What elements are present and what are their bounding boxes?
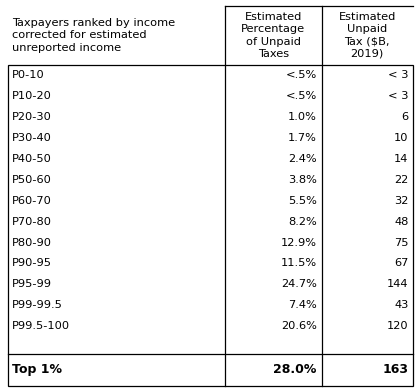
Text: Top 1%: Top 1% bbox=[12, 363, 62, 376]
Text: 28.0%: 28.0% bbox=[273, 363, 317, 376]
Text: Estimated
Percentage
of Unpaid
Taxes: Estimated Percentage of Unpaid Taxes bbox=[241, 12, 305, 59]
Text: < 3: < 3 bbox=[388, 91, 409, 101]
Text: 10: 10 bbox=[394, 133, 409, 143]
Text: 14: 14 bbox=[394, 154, 409, 164]
Text: P10-20: P10-20 bbox=[12, 91, 52, 101]
Text: P60-70: P60-70 bbox=[12, 196, 52, 206]
Text: 144: 144 bbox=[387, 279, 409, 289]
Text: 163: 163 bbox=[383, 363, 409, 376]
Text: 20.6%: 20.6% bbox=[281, 321, 317, 331]
Text: P50-60: P50-60 bbox=[12, 175, 52, 185]
Text: 12.9%: 12.9% bbox=[281, 238, 317, 248]
Text: 5.5%: 5.5% bbox=[288, 196, 317, 206]
Text: <.5%: <.5% bbox=[285, 70, 317, 80]
Text: 67: 67 bbox=[394, 258, 409, 269]
Text: 8.2%: 8.2% bbox=[288, 217, 317, 227]
Text: 24.7%: 24.7% bbox=[281, 279, 317, 289]
Text: Taxpayers ranked by income
corrected for estimated
unreported income: Taxpayers ranked by income corrected for… bbox=[12, 18, 175, 53]
Text: 2.4%: 2.4% bbox=[288, 154, 317, 164]
Text: 120: 120 bbox=[387, 321, 409, 331]
Text: Estimated
Unpaid
Tax ($B,
2019): Estimated Unpaid Tax ($B, 2019) bbox=[339, 12, 396, 59]
Text: 11.5%: 11.5% bbox=[281, 258, 317, 269]
Text: 48: 48 bbox=[394, 217, 409, 227]
Text: < 3: < 3 bbox=[388, 70, 409, 80]
Text: 6: 6 bbox=[401, 112, 409, 122]
Text: <.5%: <.5% bbox=[285, 91, 317, 101]
Text: P80-90: P80-90 bbox=[12, 238, 52, 248]
Text: P95-99: P95-99 bbox=[12, 279, 52, 289]
Text: 22: 22 bbox=[394, 175, 409, 185]
Text: P30-40: P30-40 bbox=[12, 133, 52, 143]
Text: P20-30: P20-30 bbox=[12, 112, 52, 122]
Text: 43: 43 bbox=[394, 300, 409, 310]
Text: P0-10: P0-10 bbox=[12, 70, 44, 80]
Text: 32: 32 bbox=[394, 196, 409, 206]
Text: 1.0%: 1.0% bbox=[288, 112, 317, 122]
Text: 3.8%: 3.8% bbox=[288, 175, 317, 185]
Text: P99-99.5: P99-99.5 bbox=[12, 300, 62, 310]
Text: 7.4%: 7.4% bbox=[288, 300, 317, 310]
Text: 75: 75 bbox=[394, 238, 409, 248]
Text: P40-50: P40-50 bbox=[12, 154, 52, 164]
Text: P99.5-100: P99.5-100 bbox=[12, 321, 70, 331]
Text: P70-80: P70-80 bbox=[12, 217, 52, 227]
Text: P90-95: P90-95 bbox=[12, 258, 52, 269]
Text: 1.7%: 1.7% bbox=[288, 133, 317, 143]
